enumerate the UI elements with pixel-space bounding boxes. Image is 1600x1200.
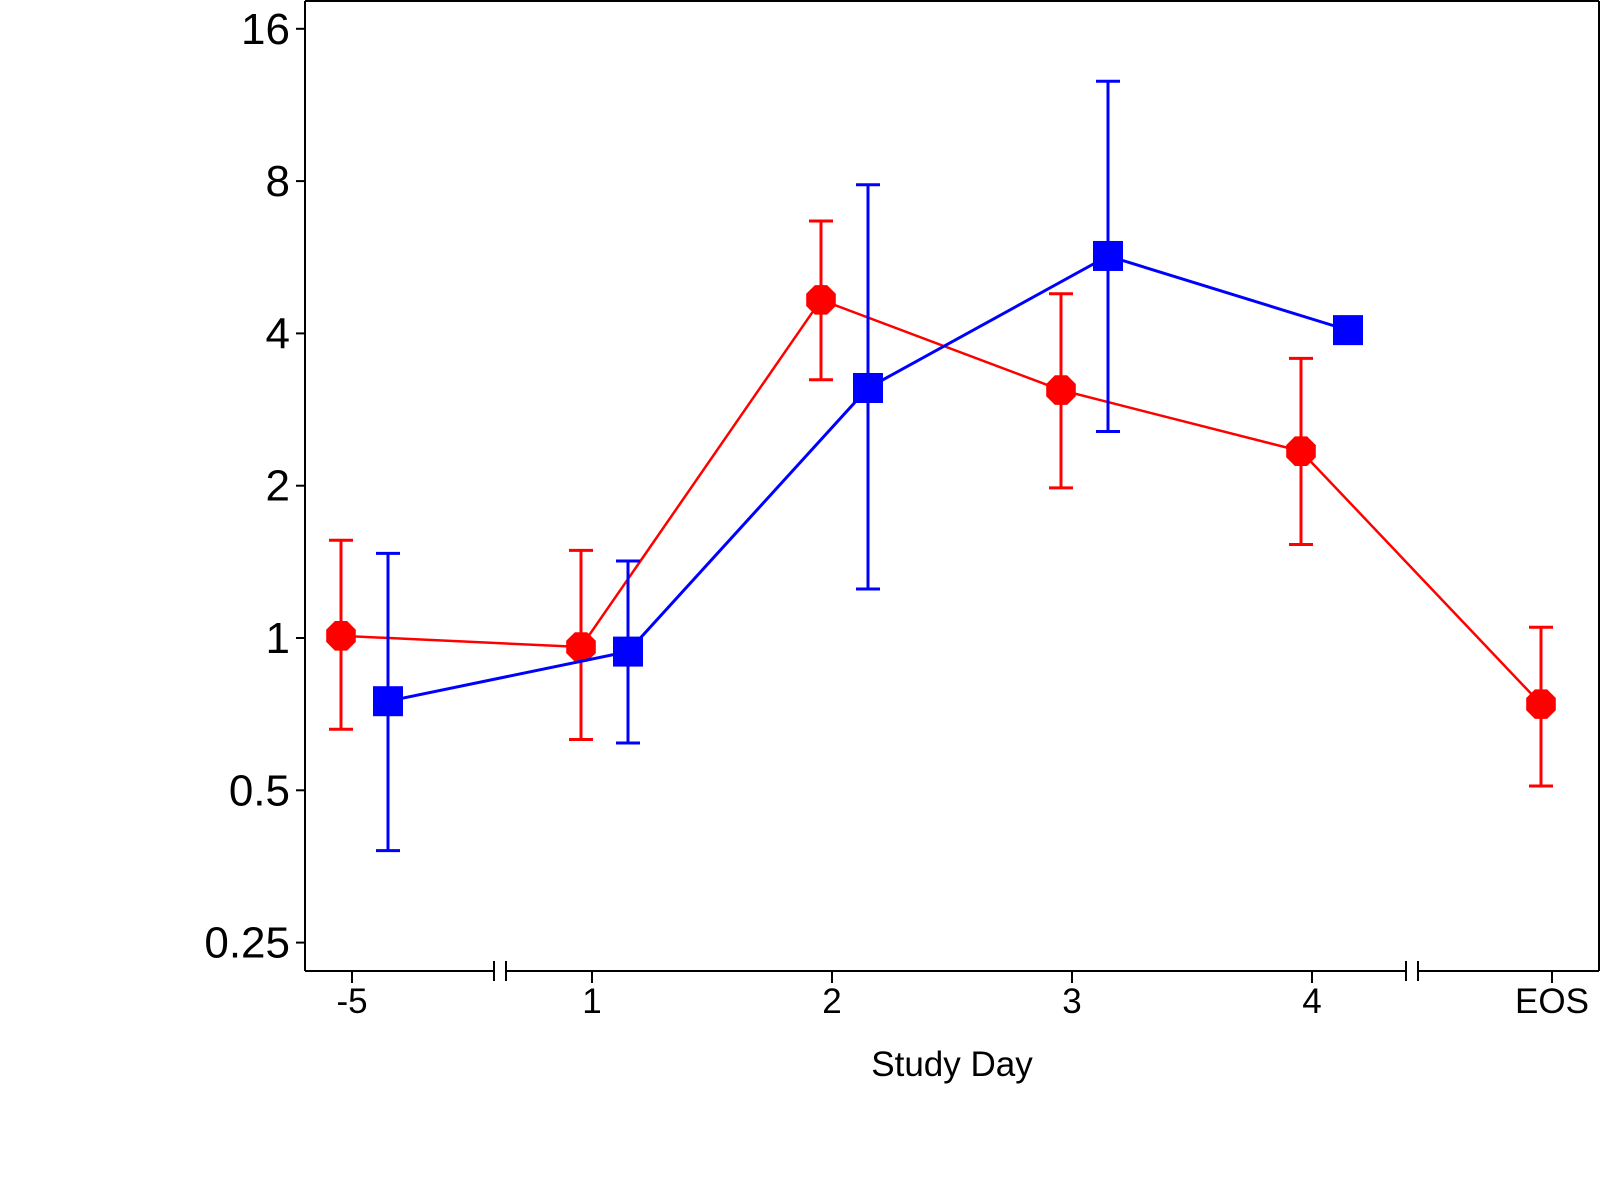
x-tick-label: 4 — [1302, 982, 1321, 1021]
y-tick-label: 1 — [266, 614, 290, 663]
x-tick-label: -5 — [336, 982, 367, 1021]
x-axis-label: Study Day — [871, 1045, 1033, 1084]
y-tick-label: 0.5 — [229, 766, 290, 815]
data-point-circle — [1526, 689, 1556, 719]
x-tick-label: 3 — [1062, 982, 1081, 1021]
series-1 — [326, 219, 1556, 788]
y-tick-label: 0.25 — [204, 919, 290, 968]
data-point-square — [1333, 315, 1363, 346]
data-point-square — [613, 636, 643, 667]
series-layer — [326, 79, 1556, 853]
x-tick-label: EOS — [1515, 982, 1589, 1021]
plot-frame — [304, 0, 1600, 971]
data-point-square — [853, 372, 883, 403]
data-point-circle — [1286, 436, 1316, 466]
series-2 — [373, 79, 1363, 853]
series-line — [340, 298, 1542, 706]
y-axis: 0.25 0.5 1 2 4 8 16 — [204, 5, 305, 968]
data-point-square — [1093, 240, 1123, 271]
x-tick-label: 1 — [582, 982, 601, 1021]
data-point-circle — [566, 632, 596, 662]
data-point-circle — [1046, 375, 1076, 405]
y-tick-label: 4 — [266, 309, 290, 358]
y-tick-label: 16 — [241, 5, 290, 54]
y-tick-label: 2 — [266, 462, 290, 511]
data-point-square — [373, 686, 403, 717]
y-tick-label: 8 — [266, 157, 290, 206]
data-point-circle — [326, 621, 356, 651]
x-axis: -5 1 2 3 4 EOS — [305, 961, 1599, 1021]
data-point-circle — [806, 285, 836, 315]
x-tick-label: 2 — [822, 982, 841, 1021]
